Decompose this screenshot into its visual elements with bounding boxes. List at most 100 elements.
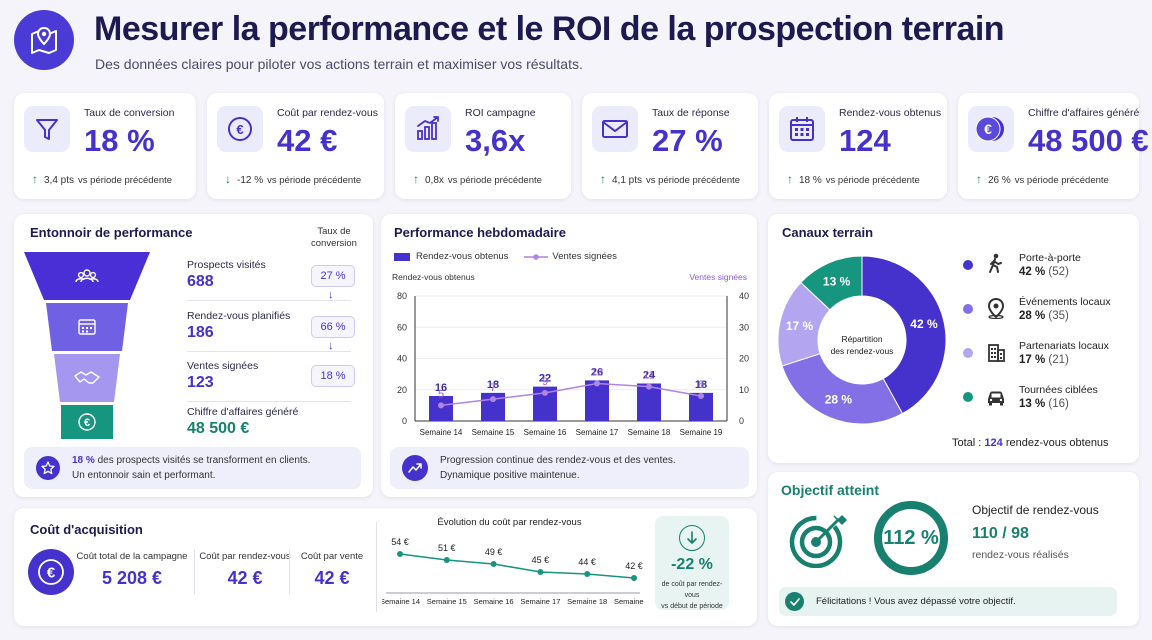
channel-percent: 28 % — [1019, 310, 1046, 322]
y-tick-left: 40 — [397, 354, 407, 364]
kpi-trend: ↑ 3,4 pts vs période précédente — [32, 172, 172, 186]
x-tick-label: Semaine 15 — [427, 597, 467, 606]
conversion-rate-pill: 27 % — [311, 265, 355, 287]
x-tick-label: Semaine 16 — [474, 597, 514, 606]
line-point — [537, 569, 544, 575]
kpi-delta-suffix: vs période précédente — [825, 175, 920, 186]
left-axis-title: Rendez-vous obtenus — [392, 272, 475, 282]
line-value-label: 8 — [698, 379, 704, 391]
cost-value-label: 45 € — [532, 555, 550, 565]
y-tick-left: 60 — [397, 322, 407, 332]
divider — [289, 550, 290, 594]
kpi-label: ROI campagne — [465, 107, 536, 119]
envelope-icon — [592, 106, 638, 152]
objective-ratio: 110 / 98 — [972, 525, 1029, 542]
congrats-banner: Félicitations ! Vous avez dépassé votre … — [779, 587, 1117, 616]
kpi-card: € Chiffre d'affaires généré 48 500 € ↑ 26 % v… — [958, 93, 1149, 199]
line-point — [438, 402, 444, 409]
bar — [585, 380, 609, 421]
cost-value-label: 51 € — [438, 543, 456, 553]
note-line-1: des prospects visités se transforment en… — [94, 455, 311, 466]
channels-total: Total : 124 rendez-vous obtenus — [952, 437, 1109, 449]
weekly-performance-card: Performance hebdomadaire Rendez-vous obt… — [381, 214, 757, 497]
total-cost-value: 5 208 € — [101, 568, 163, 588]
divider — [376, 522, 377, 612]
people-icon — [75, 269, 99, 283]
channel-share: 42 % (52) — [1019, 266, 1069, 278]
weekly-note-line-2: Dynamique positive maintenue. — [440, 470, 580, 481]
line-point — [490, 561, 497, 567]
euro-icon: € — [78, 413, 96, 431]
kpi-trend: ↑ 4,1 pts vs période précédente — [600, 172, 740, 186]
objective-card: Objectif atteint 112 % Objectif de rende… — [768, 472, 1139, 626]
location-pin-icon — [985, 297, 1007, 320]
line-point — [594, 380, 600, 387]
channel-percent: 17 % — [1019, 354, 1046, 366]
funnel-stage-label: Chiffre d'affaires généré — [187, 406, 299, 418]
x-tick-label: Semaine 18 — [628, 428, 671, 437]
legend-dot — [963, 392, 973, 402]
y-tick-right: 20 — [739, 354, 749, 364]
kpi-label: Taux de réponse — [652, 107, 730, 119]
conversion-rate-pill: 18 % — [311, 365, 355, 387]
kpi-delta-suffix: vs période précédente — [447, 175, 542, 186]
kpi-delta: 3,4 pts — [44, 175, 75, 186]
cost-value-label: 44 € — [578, 557, 596, 567]
funnel-graphic: € — [24, 252, 150, 439]
svg-text:€: € — [984, 121, 992, 137]
funnel-stage-value: 688 — [187, 273, 214, 290]
donut-center-line-1: Répartition — [841, 334, 883, 344]
x-tick-label: Semaine 16 — [524, 428, 567, 437]
x-tick-label: Semaine 19 — [614, 597, 644, 606]
cost-value-label: 42 € — [625, 561, 643, 571]
weekly-title: Performance hebdomadaire — [394, 225, 566, 240]
note-highlight: 18 % — [72, 455, 95, 466]
donut-slice — [861, 255, 947, 415]
bar-value-label: 24 — [643, 370, 656, 382]
weekly-note-line-1: Progression continue des rendez-vous et … — [440, 455, 676, 466]
funnel-stage-label: Prospects visités — [187, 259, 266, 271]
channel-count: (21) — [1045, 354, 1069, 366]
euro-coin-icon: € — [968, 106, 1014, 152]
bar-value-label: 18 — [695, 379, 707, 391]
bar — [637, 383, 661, 421]
cost-value-label: 49 € — [485, 547, 503, 557]
svg-text:€: € — [84, 417, 90, 429]
kpi-label: Chiffre d'affaires généré — [1028, 107, 1140, 119]
funnel-stage-label: Ventes signées — [187, 360, 259, 372]
kpi-trend: ↑ 26 % vs période précédente — [976, 172, 1109, 186]
building-icon — [985, 341, 1007, 363]
arrow-up-icon: ↑ — [32, 172, 38, 186]
kpi-value: 42 € — [277, 123, 338, 158]
channels-card: Canaux terrain 42 % 28 % 17 % 13 % Répartit… — [768, 214, 1139, 463]
right-axis-title: Ventes signées — [689, 272, 747, 282]
legend-line-label: Ventes signées — [552, 251, 617, 262]
x-tick-label: Semaine 17 — [576, 428, 619, 437]
line-value-label: 12 — [591, 367, 603, 379]
car-icon — [985, 385, 1007, 407]
page-subtitle: Des données claires pour piloter vos act… — [95, 56, 583, 72]
kpi-delta: 4,1 pts — [612, 175, 643, 186]
channels-title: Canaux terrain — [782, 225, 874, 240]
arrow-down-icon — [679, 525, 705, 551]
y-tick-left: 80 — [397, 291, 407, 301]
line-value-label: 9 — [542, 376, 548, 388]
channel-share: 17 % (21) — [1019, 354, 1069, 366]
divider — [194, 550, 195, 594]
cost-change-line-2: vs début de période — [661, 603, 723, 610]
funnel-stage — [54, 354, 120, 402]
funnel-stage-value: 48 500 € — [187, 420, 250, 437]
channel-name: Tournées ciblées — [1019, 384, 1098, 396]
arrow-up-icon: ↑ — [787, 172, 793, 186]
kpi-delta: 26 % — [988, 175, 1011, 186]
bar-value-label: 22 — [539, 373, 551, 385]
svg-text:€: € — [236, 122, 243, 137]
line-point — [490, 396, 496, 403]
kpi-card: Taux de conversion 18 % ↑ 3,4 pts vs période… — [14, 93, 196, 199]
funnel-title: Entonnoir de performance — [30, 225, 193, 240]
channel-percent: 13 % — [1019, 398, 1046, 410]
objective-ring — [874, 501, 948, 575]
calendar-icon — [779, 106, 825, 152]
kpi-trend: ↓ -12 % vs période précédente — [225, 172, 361, 186]
line-point — [443, 557, 450, 563]
